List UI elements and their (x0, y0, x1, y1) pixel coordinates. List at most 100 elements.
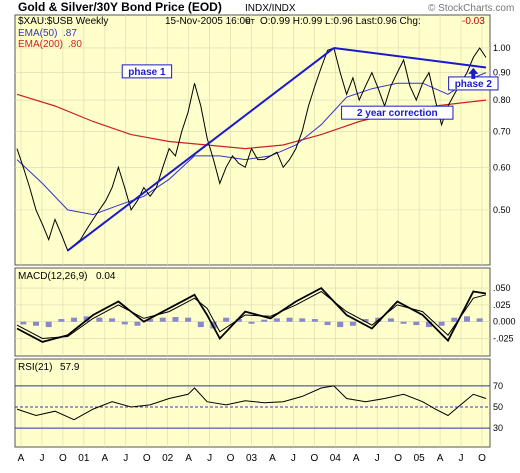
x-tick-label: J (123, 453, 128, 464)
macd-histogram-bar (337, 321, 344, 328)
macd-histogram-bar (172, 317, 179, 322)
price-tick-label: 0.50 (493, 205, 511, 215)
macd-histogram-bar (451, 317, 458, 322)
macd-histogram-bar (197, 321, 204, 328)
annotation-phase1-text: phase 1 (128, 67, 166, 78)
phase2-arrow-icon (468, 67, 479, 79)
macd-histogram-bar (134, 321, 141, 326)
x-tick-label: J (291, 453, 296, 464)
macd-histogram-bar (147, 319, 154, 322)
macd-tick-label: .025 (493, 300, 511, 310)
price-tick-label: 0.80 (493, 95, 511, 105)
chart-subtitle: INDX/INDX (245, 3, 296, 14)
symbol-label: $XAU:$USB Weekly (18, 16, 108, 27)
ema200-legend-label: EMA(200) (18, 39, 63, 50)
annotation-phase1-box (121, 64, 173, 79)
rsi-panel (14, 358, 491, 448)
rsi-line (16, 385, 487, 421)
macd-histogram-bar (121, 321, 128, 325)
annotation-2year-correction-box (341, 105, 454, 120)
macd-histogram-bar (413, 321, 420, 326)
x-tick-label: 04 (330, 453, 342, 464)
ema200-legend-value: .80 (68, 39, 82, 50)
chart-title: Gold & Silver/30Y Bond Price (EOD) (18, 0, 222, 14)
x-tick-label: A (185, 453, 192, 464)
macd-tick-label: .050 (493, 283, 511, 293)
price-tick-label: 0.70 (493, 126, 511, 136)
macd-panel (14, 267, 491, 357)
x-tick-label: J (459, 453, 464, 464)
rsi-tick-label: 50 (493, 402, 503, 412)
macd-histogram-bar (223, 317, 230, 322)
macd-histogram-bar (261, 319, 268, 322)
macd-histogram-bar (349, 321, 356, 326)
macd-histogram-bar (248, 321, 255, 324)
annotation-phase1: phase 1 (121, 64, 173, 79)
x-tick-label: A (437, 453, 444, 464)
x-tick-label: O (227, 453, 235, 464)
x-tick-label: O (394, 453, 402, 464)
annotation-layer: phase 1 2 year correction phase 2 (67, 46, 499, 252)
macd-histogram-bar (400, 321, 407, 324)
trendline (67, 47, 335, 252)
macd-tick-label: 0.000 (493, 317, 516, 327)
price-tick-label: 1.00 (493, 43, 511, 53)
macd-tick-label: -.025 (493, 334, 514, 344)
macd-histogram-bar (235, 319, 242, 322)
macd-histogram-bar (185, 317, 192, 322)
rsi-value: 57.9 (60, 362, 80, 373)
x-tick-label: 03 (246, 453, 258, 464)
macd-histogram-bar (71, 317, 78, 322)
macd-histogram-bar (425, 321, 432, 328)
x-tick-label: O (478, 453, 486, 464)
x-tick-label: A (353, 453, 360, 464)
macd-histogram-bar (311, 319, 318, 322)
macd-histogram-bar (96, 317, 103, 322)
macd-value: 0.04 (96, 271, 116, 282)
x-tick-label: O (59, 453, 67, 464)
macd-histogram-bar (438, 321, 445, 326)
macd-histogram-bar (58, 319, 65, 322)
x-tick-label: 02 (162, 453, 174, 464)
price-line (16, 47, 487, 252)
macd-label: MACD(12,26,9) (18, 271, 87, 282)
x-tick-label: A (18, 453, 25, 464)
macd-histogram-bar (273, 318, 280, 322)
macd-histogram-bar (20, 321, 27, 325)
trendline (333, 46, 487, 69)
macd-line (16, 286, 487, 343)
x-tick-label: J (207, 453, 212, 464)
annotation-2year-correction: 2 year correction (341, 105, 454, 120)
quote-date-suffix: ET (246, 19, 256, 26)
watermark: © StockCharts.com (428, 3, 514, 14)
macd-histogram-bar (109, 318, 116, 322)
macd-histogram-bar (159, 317, 166, 322)
ema50-legend-value: .87 (63, 28, 77, 39)
quote-change: -0.03 (462, 16, 485, 27)
macd-signal-line (16, 290, 487, 340)
macd-histogram-bar (463, 316, 470, 322)
x-tick-label: A (269, 453, 276, 464)
quote-values: O:0.99 H:0.99 L:0.96 Last:0.96 Chg: (260, 16, 421, 27)
price-panel (14, 14, 491, 266)
ema50-legend-label: EMA(50) (18, 28, 57, 39)
x-tick-label: O (143, 453, 151, 464)
quote-date: 15-Nov-2005 16:00 (165, 16, 251, 27)
x-tick-label: J (375, 453, 380, 464)
macd-histogram-bar (387, 318, 394, 322)
macd-histogram-bar (45, 321, 52, 328)
rsi-tick-label: 30 (493, 423, 503, 433)
x-tick-label: J (39, 453, 44, 464)
macd-histogram (20, 316, 483, 329)
macd-histogram-bar (33, 321, 40, 326)
axis-layer: A J O 01 A J O 02 A J O 03 A J O 04 A J O 05 A J O 1.00 0.90 0.80… (18, 43, 516, 464)
x-tick-label: 05 (414, 453, 426, 464)
x-tick-label: 01 (78, 453, 90, 464)
macd-histogram-bar (362, 319, 369, 322)
price-tick-label: 0.90 (493, 68, 511, 78)
annotation-phase2-text: phase 2 (455, 79, 493, 90)
rsi-tick-label: 70 (493, 381, 503, 391)
macd-histogram-bar (286, 317, 293, 322)
